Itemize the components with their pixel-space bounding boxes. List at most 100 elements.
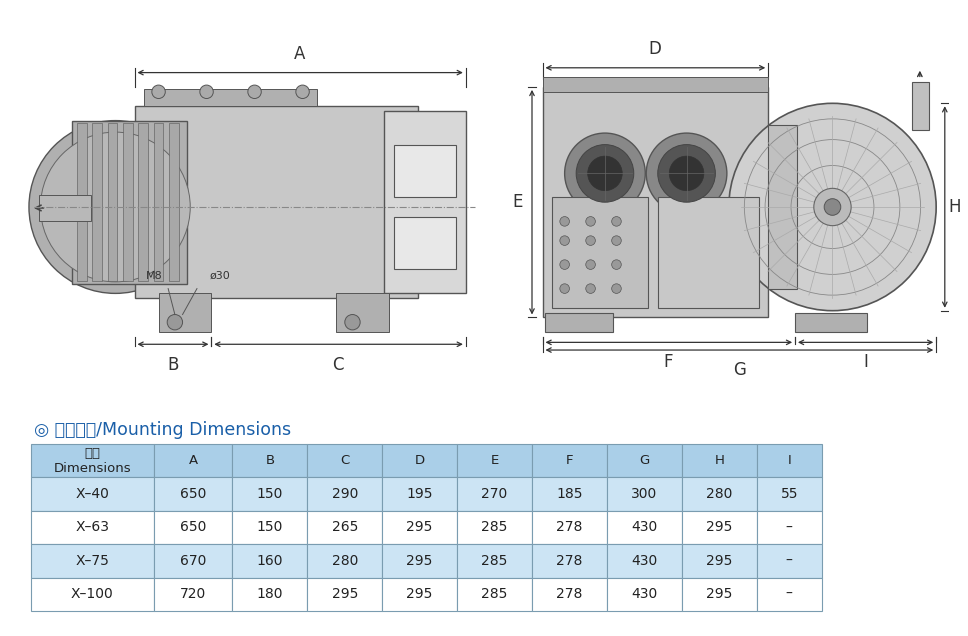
- Text: X–63: X–63: [76, 520, 109, 534]
- Bar: [394, 217, 456, 270]
- Text: –: –: [786, 554, 793, 568]
- Text: G: G: [639, 454, 650, 467]
- Text: 295: 295: [706, 520, 733, 534]
- Bar: [795, 313, 867, 332]
- Bar: [169, 123, 179, 281]
- Text: 280: 280: [332, 554, 358, 568]
- Text: 290: 290: [332, 487, 358, 501]
- Circle shape: [729, 103, 936, 310]
- Bar: [308, 577, 382, 611]
- Text: I: I: [787, 454, 791, 467]
- Text: C: C: [340, 454, 349, 467]
- Circle shape: [658, 144, 715, 202]
- Text: –: –: [786, 520, 793, 534]
- Bar: [154, 477, 232, 511]
- Bar: [336, 293, 389, 332]
- Circle shape: [669, 156, 704, 191]
- Text: 278: 278: [557, 587, 583, 602]
- Bar: [552, 197, 649, 308]
- Circle shape: [152, 85, 166, 99]
- Text: B: B: [265, 454, 275, 467]
- Text: 295: 295: [407, 587, 433, 602]
- Circle shape: [560, 259, 569, 270]
- Circle shape: [586, 284, 595, 293]
- Text: 650: 650: [180, 520, 206, 534]
- Circle shape: [564, 133, 646, 214]
- Bar: [73, 121, 188, 284]
- Text: 650: 650: [180, 487, 206, 501]
- Bar: [457, 577, 532, 611]
- Text: 278: 278: [557, 520, 583, 534]
- Bar: [39, 195, 91, 221]
- Text: 285: 285: [481, 520, 508, 534]
- Bar: [607, 544, 681, 577]
- Bar: [457, 444, 532, 477]
- Text: 285: 285: [481, 554, 508, 568]
- Text: F: F: [565, 454, 573, 467]
- Bar: [457, 511, 532, 544]
- Bar: [382, 511, 457, 544]
- Bar: [658, 197, 759, 308]
- Text: D: D: [414, 454, 425, 467]
- Text: F: F: [664, 353, 673, 371]
- Circle shape: [345, 315, 360, 330]
- Circle shape: [586, 259, 595, 270]
- Bar: [457, 544, 532, 577]
- Bar: [31, 577, 154, 611]
- Circle shape: [167, 315, 183, 330]
- Text: 270: 270: [481, 487, 507, 501]
- Circle shape: [612, 284, 621, 293]
- Bar: [232, 577, 308, 611]
- Circle shape: [560, 284, 569, 293]
- Circle shape: [647, 133, 727, 214]
- Bar: [394, 144, 456, 197]
- Text: 300: 300: [631, 487, 657, 501]
- Text: ◎ 安装尺寸/Mounting Dimensions: ◎ 安装尺寸/Mounting Dimensions: [34, 420, 291, 439]
- Bar: [154, 123, 164, 281]
- Circle shape: [586, 217, 595, 226]
- Bar: [607, 577, 681, 611]
- Text: 430: 430: [631, 554, 657, 568]
- Circle shape: [560, 236, 569, 245]
- Bar: [681, 477, 757, 511]
- Bar: [232, 511, 308, 544]
- Text: 180: 180: [257, 587, 284, 602]
- Circle shape: [588, 156, 622, 191]
- Bar: [308, 477, 382, 511]
- Bar: [542, 87, 769, 317]
- Circle shape: [824, 198, 841, 216]
- Text: 670: 670: [180, 554, 206, 568]
- Text: H: H: [949, 198, 961, 216]
- Text: 185: 185: [557, 487, 583, 501]
- Bar: [31, 477, 154, 511]
- Bar: [757, 577, 822, 611]
- Text: C: C: [332, 356, 344, 374]
- Bar: [308, 444, 382, 477]
- Bar: [607, 477, 681, 511]
- Text: M8: M8: [145, 271, 162, 281]
- Bar: [681, 511, 757, 544]
- Text: 55: 55: [780, 487, 798, 501]
- Text: 278: 278: [557, 554, 583, 568]
- Text: E: E: [491, 454, 499, 467]
- Text: G: G: [733, 361, 745, 378]
- Text: B: B: [167, 356, 179, 374]
- Bar: [382, 444, 457, 477]
- Text: D: D: [649, 40, 661, 59]
- Bar: [308, 544, 382, 577]
- Bar: [681, 444, 757, 477]
- Text: A: A: [189, 454, 197, 467]
- Bar: [31, 511, 154, 544]
- Circle shape: [199, 85, 213, 99]
- Bar: [77, 123, 86, 281]
- Text: 195: 195: [407, 487, 433, 501]
- Bar: [232, 544, 308, 577]
- Bar: [144, 89, 317, 106]
- Bar: [384, 111, 466, 293]
- Text: E: E: [512, 193, 523, 211]
- Text: 295: 295: [407, 520, 433, 534]
- Text: A: A: [294, 45, 305, 63]
- Bar: [154, 577, 232, 611]
- Circle shape: [612, 217, 621, 226]
- Text: X–75: X–75: [76, 554, 109, 568]
